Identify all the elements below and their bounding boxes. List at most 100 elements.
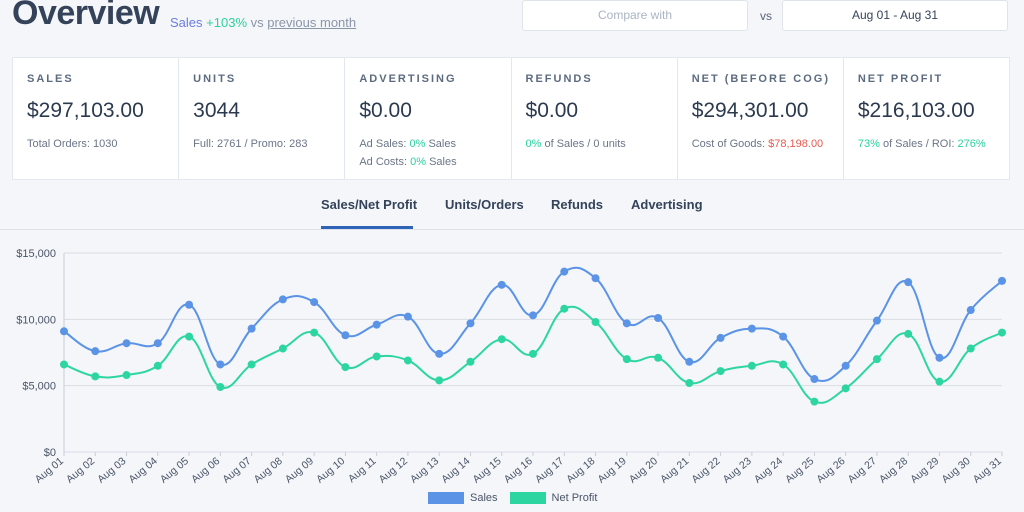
- data-point-net-profit: [966, 344, 975, 353]
- x-tick-label: Aug 13: [408, 455, 441, 486]
- card-detail: Full: 2761 / Promo: 283: [193, 138, 308, 150]
- legend-item-sales[interactable]: Sales: [428, 492, 498, 504]
- data-point-net-profit: [654, 353, 663, 362]
- x-tick-label: Aug 31: [971, 455, 1004, 486]
- data-point-net-profit: [372, 352, 381, 361]
- card-label: NET (BEFORE COG): [691, 73, 831, 85]
- data-point-sales: [91, 347, 100, 356]
- subtitle-change: +103%: [206, 15, 247, 30]
- data-point-net-profit: [403, 356, 412, 365]
- data-point-net-profit: [60, 360, 68, 369]
- legend-label-net-profit: Net Profit: [551, 492, 598, 504]
- data-point-sales: [372, 320, 381, 329]
- active-tab-indicator: [321, 226, 413, 229]
- data-point-sales: [872, 316, 881, 325]
- y-tick-label: $0: [44, 447, 56, 459]
- data-point-sales: [185, 300, 194, 309]
- card-label: REFUNDS: [525, 73, 593, 85]
- ad-costs-suffix: Sales: [429, 156, 457, 168]
- data-point-net-profit: [247, 360, 256, 369]
- ad-costs-line: Ad Costs: 0% Sales: [359, 153, 510, 171]
- ad-sales-prefix: Ad Sales:: [359, 138, 407, 150]
- x-tick-label: Aug 17: [533, 455, 566, 486]
- chart-tabs: Sales/Net Profit Units/Orders Refunds Ad…: [0, 190, 1024, 230]
- compare-with-input[interactable]: Compare with: [522, 0, 748, 31]
- card-value: $297,103.00: [27, 99, 144, 122]
- card-label: ADVERTISING: [359, 73, 457, 85]
- card-units: UNITS 3044 Full: 2761 / Promo: 283: [179, 58, 346, 179]
- data-point-net-profit: [278, 344, 287, 353]
- x-tick-label: Aug 19: [596, 455, 629, 486]
- data-point-net-profit: [591, 317, 600, 326]
- y-tick-label: $10,000: [16, 314, 56, 326]
- ad-costs-prefix: Ad Costs:: [359, 156, 408, 168]
- data-point-net-profit: [841, 384, 850, 393]
- data-point-sales: [435, 349, 444, 358]
- x-tick-label: Aug 11: [346, 455, 379, 485]
- data-point-sales: [216, 360, 225, 369]
- data-point-net-profit: [122, 371, 131, 380]
- subtitle-period[interactable]: previous month: [267, 15, 357, 30]
- data-point-sales: [685, 357, 694, 366]
- card-refunds: REFUNDS $0.00 0% of Sales / 0 units: [512, 58, 678, 179]
- data-point-net-profit: [185, 332, 194, 341]
- x-tick-label: Aug 14: [439, 455, 472, 486]
- x-tick-label: Aug 09: [283, 455, 316, 486]
- x-tick-label: Aug 06: [189, 455, 222, 486]
- x-tick-label: Aug 20: [627, 455, 660, 486]
- data-point-sales: [654, 314, 663, 323]
- data-point-sales: [716, 333, 725, 342]
- data-point-sales: [122, 339, 131, 348]
- data-point-net-profit: [466, 357, 475, 366]
- tab-refunds[interactable]: Refunds: [551, 197, 603, 212]
- summary-cards: SALES $297,103.00 Total Orders: 1030 UNI…: [12, 57, 1010, 180]
- x-tick-label: Aug 25: [783, 455, 816, 486]
- data-point-sales: [998, 276, 1006, 285]
- cog-prefix: Cost of Goods:: [691, 138, 766, 150]
- x-tick-label: Aug 26: [814, 455, 847, 486]
- data-point-net-profit: [91, 372, 100, 381]
- x-tick-label: Aug 02: [64, 455, 97, 486]
- data-point-net-profit: [685, 379, 694, 388]
- x-tick-label: Aug 05: [158, 455, 191, 486]
- card-detail: Ad Sales: 0% Sales Ad Costs: 0% Sales: [359, 135, 510, 171]
- card-label: SALES: [27, 73, 74, 85]
- data-point-sales: [403, 312, 412, 321]
- cog-value: $78,198.00: [768, 138, 824, 150]
- card-sales: SALES $297,103.00 Total Orders: 1030: [13, 58, 180, 179]
- legend-item-net-profit[interactable]: Net Profit: [509, 492, 598, 504]
- data-point-net-profit: [435, 376, 444, 385]
- data-point-net-profit: [779, 360, 788, 369]
- x-tick-label: Aug 22: [689, 455, 722, 486]
- x-tick-label: Aug 01: [33, 455, 66, 486]
- x-tick-label: Aug 18: [564, 455, 597, 486]
- tab-advertising[interactable]: Advertising: [631, 197, 703, 212]
- date-range-picker[interactable]: Aug 01 - Aug 31: [782, 0, 1008, 31]
- legend-swatch-sales: [428, 492, 464, 504]
- data-point-sales: [247, 324, 256, 333]
- card-value: $0.00: [359, 99, 412, 122]
- data-point-sales: [935, 353, 944, 362]
- data-point-sales: [466, 319, 475, 328]
- data-point-net-profit: [341, 363, 350, 372]
- x-tick-label: Aug 30: [939, 455, 972, 486]
- x-tick-label: Aug 04: [127, 455, 160, 486]
- data-point-net-profit: [622, 355, 631, 364]
- subtitle-label: Sales: [170, 15, 203, 30]
- card-advertising: ADVERTISING $0.00 Ad Sales: 0% Sales Ad …: [345, 58, 512, 179]
- card-detail: Total Orders: 1030: [27, 138, 118, 150]
- ad-sales-pct: 0%: [409, 138, 426, 150]
- tab-units-orders[interactable]: Units/Orders: [445, 197, 524, 212]
- data-point-net-profit: [998, 328, 1006, 337]
- vs-label: vs: [760, 9, 772, 23]
- data-point-sales: [341, 331, 350, 340]
- x-tick-label: Aug 08: [252, 455, 285, 486]
- y-tick-label: $15,000: [16, 248, 56, 260]
- tab-sales-net-profit[interactable]: Sales/Net Profit: [321, 197, 418, 212]
- legend-label-sales: Sales: [470, 492, 498, 504]
- data-point-sales: [310, 298, 319, 307]
- header: Overview Sales +103% vs previous month C…: [0, 0, 1024, 48]
- profit-mid: of Sales / ROI:: [882, 138, 955, 150]
- ad-sales-line: Ad Sales: 0% Sales: [359, 135, 510, 153]
- x-tick-label: Aug 28: [877, 455, 910, 486]
